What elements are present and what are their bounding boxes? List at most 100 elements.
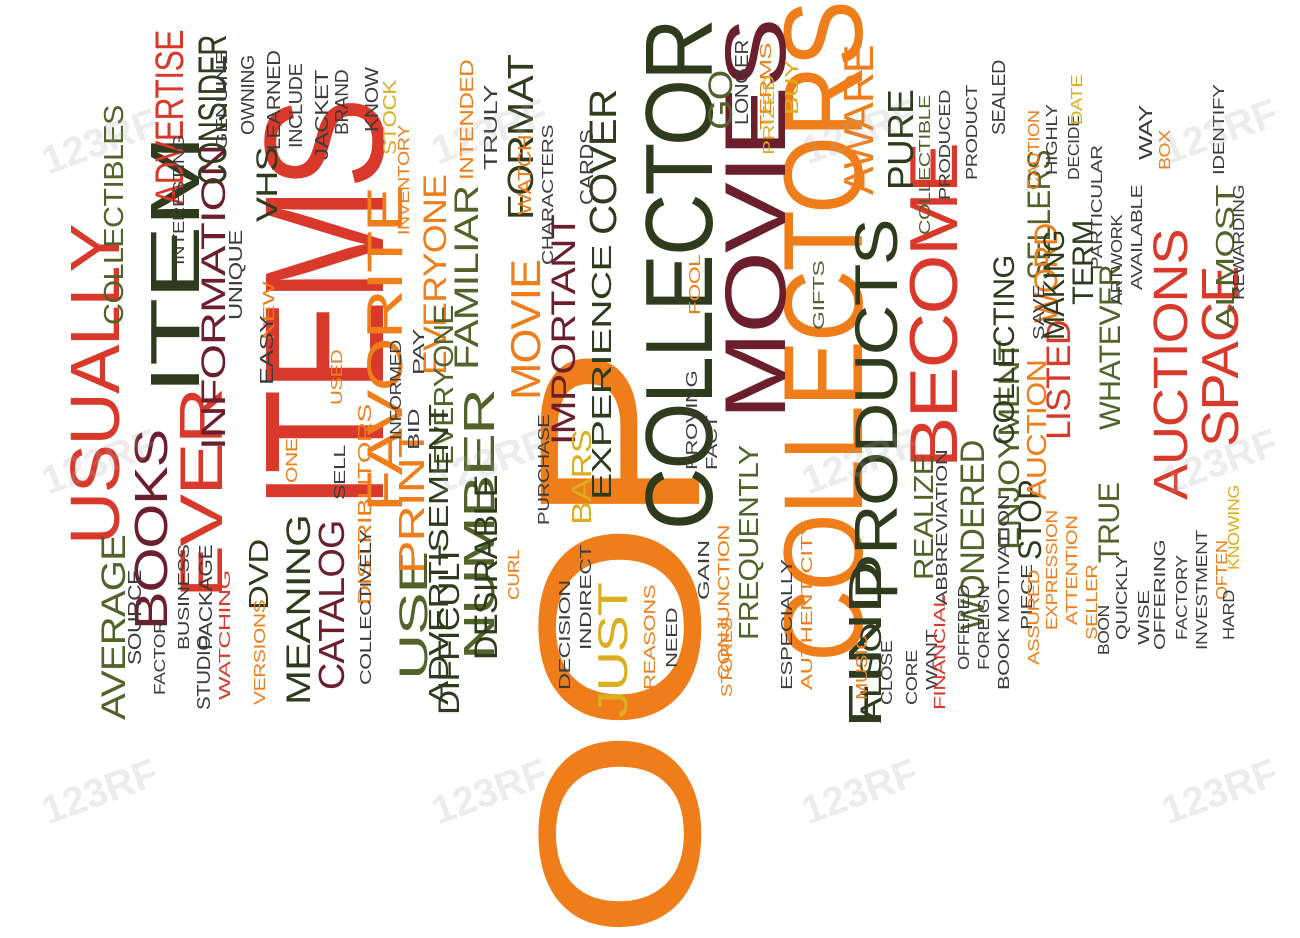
word-aware: AWARE — [835, 45, 882, 195]
word-pay: PAY — [411, 329, 428, 375]
watermark: 123RF — [1155, 750, 1284, 834]
word-abbreviation: ABBREVIATION — [934, 449, 951, 605]
word-quickly: QUICKLY — [1114, 555, 1131, 640]
word-close: CLOSE — [879, 640, 896, 705]
word-save: SAVE — [1031, 284, 1048, 340]
word-identify: IDENTIFY — [1211, 84, 1228, 175]
word-watching: WATCHING — [217, 570, 234, 700]
word-curl: CURL — [506, 549, 523, 600]
word-include: INCLUDE — [286, 63, 306, 148]
word-indirect: INDIRECT — [578, 545, 595, 650]
word-authenticity: AUTHENTICITY — [799, 520, 816, 690]
word-factor: FACTOR — [152, 620, 169, 695]
word-pure: PURE — [880, 89, 921, 190]
word-brand: BRAND — [332, 69, 352, 135]
word-proving: PROVING — [684, 370, 701, 470]
word-highly: HIGHLY — [1044, 104, 1061, 175]
word-longer: LONGER — [732, 40, 752, 125]
word-caution: CAUTION — [1026, 110, 1043, 190]
word-true: TRUE — [1093, 482, 1126, 563]
word-investment: INVESTMENT — [1194, 530, 1211, 650]
word-box: BOX — [1157, 130, 1174, 170]
word-used: USED — [329, 349, 346, 405]
word-collectively: COLLECTIVELY — [358, 529, 375, 685]
word-buy: BUY — [782, 60, 802, 115]
word-auctions: AUCTIONS — [1145, 229, 1198, 500]
word-foreign: FOREIGN — [976, 585, 993, 670]
word-purchase: PURCHASE — [536, 414, 553, 525]
word-reasons: REASONS — [642, 584, 659, 690]
word-interesting: INTERESTING — [171, 134, 188, 265]
word-produced: PRODUCED — [937, 89, 954, 200]
word-difficult: DIFFICULT — [433, 545, 466, 715]
word-prized: PRIZED — [761, 75, 778, 155]
word-desirable: DESIRABLE — [468, 475, 504, 660]
word-wise: WISE — [1136, 590, 1153, 645]
word-products: PRODUCTS — [843, 219, 910, 600]
word-studio: STUDIO — [194, 635, 214, 710]
word-core: CORE — [904, 650, 921, 705]
word-offered: OFFERED — [956, 584, 973, 670]
word-stores: STORES — [719, 617, 736, 697]
word-fact: FACT — [704, 415, 721, 470]
word-assured: ASSURED — [1026, 569, 1043, 665]
word-informed: INFORMED — [388, 340, 405, 440]
word-decide: DECIDE — [1066, 115, 1083, 180]
word-hard: HARD — [1221, 589, 1238, 640]
word-versions: VERSIONS — [252, 599, 269, 705]
word-business: BUSINESS — [176, 544, 193, 650]
word-book-motivation: BOOK MOTIVATION — [996, 494, 1013, 690]
word-collectible: COLLECTIBLE — [917, 95, 934, 235]
word-become: BECOME — [896, 143, 972, 468]
word-fool: FOOL — [687, 254, 704, 315]
word-bid: BID — [406, 408, 423, 450]
word-owning: OWNING — [238, 55, 258, 135]
word-unique: UNIQUE — [226, 230, 246, 320]
word-truly: TRULY — [481, 85, 501, 170]
word-vhs: VHS — [251, 147, 284, 222]
word-expression: EXPRESSION — [1044, 510, 1061, 630]
word-boon: BOON — [1096, 605, 1113, 655]
word-collecting: COLLECTING — [988, 255, 1021, 445]
word-decision: DECISION — [557, 580, 574, 690]
word-rewarding: REWARDING — [1231, 184, 1248, 300]
word-gifts: GIFTS — [811, 260, 828, 330]
word-offering: OFFERING — [1152, 539, 1169, 650]
word-collectibles: COLLECTIBLES — [98, 105, 129, 325]
word-intended: INTENDED — [457, 59, 477, 180]
word-genuine: GENUINE — [214, 50, 231, 150]
word-catalog: CATALOG — [311, 520, 352, 690]
word-music: MUSIC — [854, 635, 871, 700]
word-meaning: MEANING — [280, 515, 318, 705]
word-sell: SELL — [332, 445, 349, 500]
word-need: NEED — [664, 607, 681, 668]
word-gain: GAIN — [696, 540, 713, 600]
word-cards: CARDS — [577, 129, 597, 205]
word-frequently: FREQUENTLY — [733, 445, 764, 640]
word-easy: EASY — [257, 315, 277, 385]
watermark: 123RF — [795, 750, 924, 834]
word-learned: LEARNED — [264, 50, 284, 151]
word-just: JUST — [589, 583, 636, 718]
word-artwork: ARTWORK — [1109, 214, 1126, 305]
word-particular: PARTICULAR — [1089, 145, 1106, 270]
word-sealed: SEALED — [989, 60, 1009, 135]
word-movie: MOVIE — [502, 259, 549, 400]
word-product: PRODUCT — [964, 85, 981, 180]
word-one: ONE — [284, 438, 301, 483]
word-knowing: KNOWING — [1226, 485, 1243, 570]
word-watch: WATCH — [515, 134, 535, 215]
word-especially: ESPECIALLY — [779, 559, 796, 690]
word-jacket: JACKET — [312, 70, 332, 160]
word-know: KNOW — [362, 67, 382, 132]
word-source: SOURCE — [125, 570, 145, 665]
word-characters: CHARACTERS — [540, 124, 557, 265]
word-attention: ATTENTION — [1064, 515, 1081, 625]
word-available: AVAILABLE — [1129, 184, 1146, 290]
word-date: DATE — [1069, 74, 1086, 125]
word-way: WAY — [1136, 105, 1156, 160]
word-financial: FINANCIAL — [932, 595, 949, 710]
watermark: 123RF — [35, 750, 164, 834]
word-inventory: INVENTORY — [396, 125, 413, 235]
